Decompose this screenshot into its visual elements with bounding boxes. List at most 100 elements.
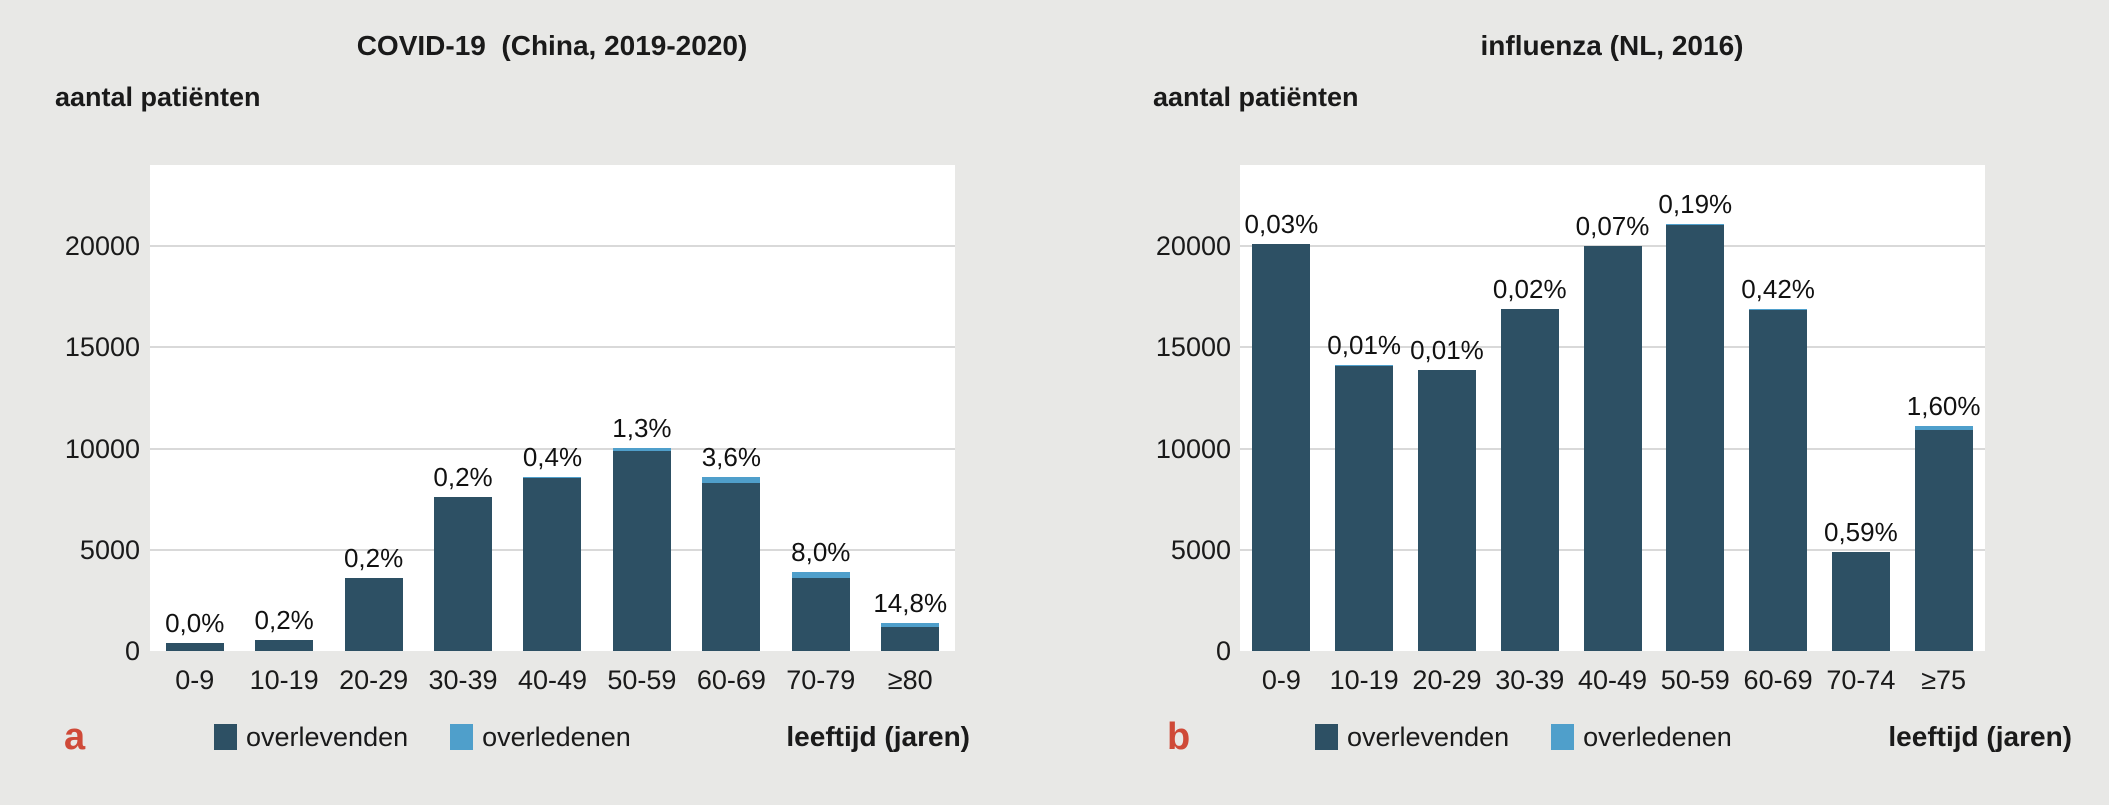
bar-segment-survivors	[791, 577, 850, 651]
chart-panel-influenza: influenza (NL, 2016) aantal patiënten 0 5…	[1055, 0, 2109, 805]
bar-segment-survivors	[434, 497, 493, 651]
legend-label-deceased: overledenen	[482, 722, 631, 752]
bar-segment-survivors	[1335, 365, 1394, 651]
x-axis-label: leeftijd (jaren)	[1888, 721, 2072, 752]
bar-group: 1,3%	[597, 165, 686, 651]
bar-segment-survivors	[1252, 244, 1311, 651]
bar-percentage-label: 0,0%	[165, 607, 225, 638]
chart-title: influenza (NL, 2016)	[1480, 30, 1744, 61]
x-tick-label: ≥75	[1921, 665, 1967, 695]
y-axis-label: aantal patiënten	[1153, 82, 1359, 112]
bar-segment-survivors	[255, 639, 314, 651]
bar-group: 0,19%	[1654, 165, 1737, 651]
bar-group: 0,01%	[1323, 165, 1406, 651]
bar-segment-deceased	[1831, 551, 1890, 553]
x-tick-label: 20-29	[1412, 665, 1482, 695]
plot-area: 0,03% 0,01% 0,01% 0,02% 0,07% 0,19% 0,42% 0,59%…	[1240, 165, 1985, 651]
y-tick-label: 0	[1215, 636, 1231, 666]
x-tick-label: 60-69	[1743, 665, 1813, 695]
bar-group: 1,60%	[1902, 165, 1985, 651]
bar-group: 0,02%	[1488, 165, 1571, 651]
x-tick-label: 40-49	[1577, 665, 1648, 695]
legend-swatch-survivors	[214, 724, 237, 750]
gridline	[150, 346, 955, 349]
bar-segment-survivors	[881, 626, 940, 651]
bar-segment-deceased	[1749, 308, 1808, 311]
bar-segment-survivors	[1417, 369, 1476, 651]
legend-swatch-deceased	[450, 724, 474, 750]
bar-percentage-label: 0,59%	[1823, 516, 1898, 547]
bar-group: 0,2%	[239, 165, 328, 651]
legend-label-survivors: overlevenden	[1347, 722, 1510, 752]
bar-group: 0,4%	[508, 165, 597, 651]
x-tick-label: 70-79	[786, 665, 856, 695]
bar-percentage-label: 0,03%	[1244, 209, 1319, 239]
bar-segment-survivors	[702, 483, 761, 651]
bar-group: 0,42%	[1737, 165, 1820, 651]
bar-group: 0,01%	[1406, 165, 1489, 651]
y-axis-label: aantal patiënten	[55, 82, 261, 112]
bar-percentage-label: 14,8%	[873, 587, 948, 618]
bar-group: 14,8%	[866, 165, 955, 651]
y-tick-label: 15000	[64, 332, 140, 363]
panel-letter: b	[1167, 716, 1191, 758]
legend-swatch-survivors	[1315, 724, 1338, 750]
bar-percentage-label: 0,2%	[343, 542, 404, 573]
bar-segment-deceased	[791, 571, 850, 578]
legend-swatch-deceased	[1551, 724, 1575, 750]
bar-group: 8,0%	[776, 165, 865, 651]
x-tick-labels: 0-9 10-19 20-29 30-39 40-49 50-59 60-69 70-74 ≥7…	[1240, 663, 1985, 697]
y-tick-label: 10000	[1155, 433, 1231, 464]
panel-letter: a	[64, 716, 86, 758]
x-tick-label: 0-9	[175, 665, 215, 695]
bar-group: 0,07%	[1571, 165, 1654, 651]
y-tick-label: 0	[124, 636, 140, 666]
bar-segment-survivors	[1831, 552, 1890, 651]
y-tick-label: 10000	[64, 433, 140, 464]
bar-segment-deceased	[1914, 426, 1973, 430]
bar-segment-deceased	[1666, 223, 1725, 225]
x-tick-label: 30-39	[1495, 665, 1565, 695]
bar-group: 0,03%	[1240, 165, 1323, 651]
bar-segment-survivors	[165, 642, 224, 651]
bar-group: 0,59%	[1819, 165, 1902, 651]
bar-percentage-label: 0,42%	[1741, 273, 1815, 304]
bar-percentage-label: 0,02%	[1492, 273, 1567, 304]
bars-layer: 0,03% 0,01% 0,01% 0,02% 0,07% 0,19% 0,42% 0,59%…	[1240, 165, 1985, 651]
x-tick-label: 40-49	[517, 665, 587, 695]
bar-segment-survivors	[1914, 429, 1973, 651]
bar-percentage-label: 3,6%	[701, 442, 761, 473]
bar-segment-deceased	[702, 477, 761, 484]
bar-percentage-label: 0,2%	[433, 462, 493, 493]
bar-percentage-label: 0,4%	[522, 442, 583, 473]
bar-percentage-label: 0,07%	[1575, 211, 1650, 242]
bar-segment-survivors	[344, 577, 403, 651]
bar-percentage-label: 0,01%	[1327, 330, 1402, 361]
y-tick-label: 5000	[79, 534, 140, 565]
y-tick-label: 5000	[1170, 534, 1231, 565]
gridline	[1240, 245, 1985, 247]
bar-percentage-label: 0,19%	[1658, 188, 1733, 219]
bar-segment-survivors	[1666, 224, 1725, 651]
y-tick-label: 20000	[64, 231, 140, 261]
gridline	[150, 447, 955, 450]
plot-area: 0,0% 0,2% 0,2% 0,2% 0,4% 1,3% 3,6% 8,0% 14,8%	[150, 165, 955, 651]
bar-percentage-label: 0,2%	[254, 604, 314, 635]
bar-segment-deceased	[881, 622, 940, 627]
x-tick-labels: 0-9 10-19 20-29 30-39 40-49 50-59 60-69 70-79 ≥8…	[150, 663, 955, 697]
bar-segment-survivors	[612, 450, 671, 651]
x-tick-label: ≥80	[887, 665, 933, 695]
bar-segment-survivors	[1500, 308, 1559, 651]
legend-label-deceased: overledenen	[1583, 722, 1732, 752]
bars-layer: 0,0% 0,2% 0,2% 0,2% 0,4% 1,3% 3,6% 8,0% 14,8%	[150, 165, 955, 651]
legend-label-survivors: overlevenden	[246, 722, 409, 752]
y-tick-labels: 0 5000 10000 15000 20000	[1055, 165, 1231, 666]
x-tick-label: 50-59	[1660, 665, 1730, 695]
bar-percentage-label: 8,0%	[791, 536, 851, 567]
chart-panel-covid19: COVID-19 (China, 2019-2020) aantal patië…	[0, 0, 1054, 805]
bar-segment-survivors	[523, 478, 582, 651]
x-tick-label: 20-29	[339, 665, 409, 695]
chart-title: COVID-19 (China, 2019-2020)	[356, 30, 748, 61]
gridline	[150, 245, 955, 247]
bar-segment-survivors	[1583, 246, 1642, 651]
